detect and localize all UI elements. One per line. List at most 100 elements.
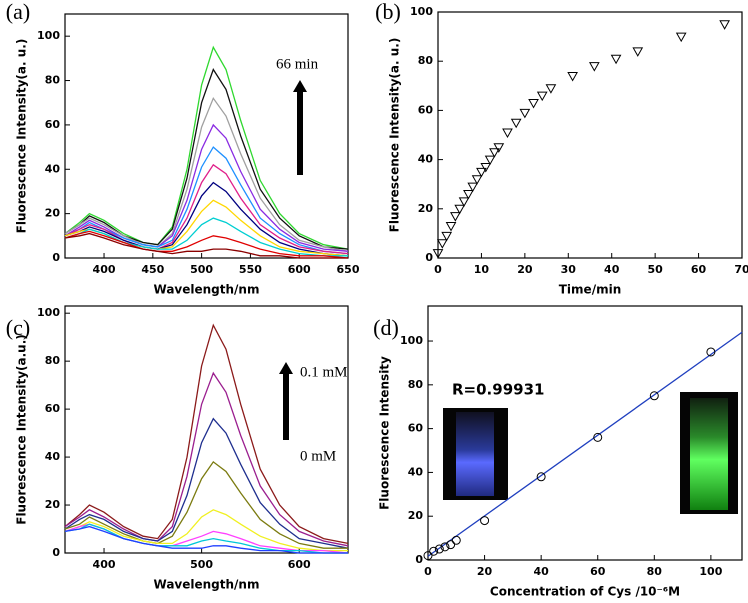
annotation: R=0.99931 bbox=[452, 381, 544, 399]
x-tick-label: 500 bbox=[190, 263, 213, 276]
marker bbox=[476, 167, 487, 178]
x-tick-label: 60 bbox=[691, 263, 707, 276]
x-tick-label: 20 bbox=[517, 263, 533, 276]
spectrum-line bbox=[64, 96, 349, 252]
plot-frame bbox=[427, 305, 743, 561]
inset-photo-green bbox=[680, 392, 738, 514]
x-tick-label: 10 bbox=[474, 263, 490, 276]
marker bbox=[451, 535, 461, 545]
marker bbox=[423, 551, 433, 561]
marker bbox=[441, 231, 453, 242]
x-axis-label: Wavelength/nm bbox=[154, 283, 260, 297]
marker bbox=[432, 249, 444, 259]
y-tick-label: 80 bbox=[45, 354, 61, 367]
y-axis-label: Fluorescence Intensity bbox=[378, 356, 392, 510]
y-axis-label: Fluorescence Intensity(a. u.) bbox=[15, 39, 29, 234]
y-tick-label: 40 bbox=[408, 465, 424, 478]
y-tick-label: 0 bbox=[415, 553, 423, 566]
x-tick-label: 80 bbox=[647, 565, 663, 578]
x-tick-label: 30 bbox=[561, 263, 577, 276]
marker bbox=[484, 155, 496, 166]
marker bbox=[489, 148, 500, 158]
panel-label: (b) bbox=[375, 0, 401, 24]
spectrum-line bbox=[64, 217, 348, 257]
y-tick-label: 100 bbox=[37, 29, 60, 42]
panel-label: (d) bbox=[373, 315, 399, 340]
x-axis-label: Wavelength/nm bbox=[154, 578, 260, 592]
marker bbox=[471, 175, 483, 185]
y-tick-label: 60 bbox=[408, 422, 424, 435]
x-axis-label: Time/min bbox=[559, 283, 621, 297]
panel: (a) 400 450 500 550 600 650 0 20 40 60 80 100 Wavelen… bbox=[6, 0, 360, 297]
plot-frame bbox=[437, 11, 743, 259]
y-tick-label: 100 bbox=[410, 5, 433, 18]
marker bbox=[706, 347, 716, 357]
x-tick-label: 0 bbox=[424, 565, 432, 578]
y-axis-label: Fluorescence Intensity(a.u.) bbox=[15, 334, 29, 525]
marker bbox=[493, 143, 505, 153]
arrow-head bbox=[293, 80, 307, 92]
y-tick-label: 0 bbox=[52, 546, 60, 559]
marker bbox=[467, 182, 479, 193]
marker bbox=[440, 542, 450, 552]
inset-photo-blue bbox=[443, 408, 508, 500]
marker bbox=[445, 222, 457, 232]
annotation: 0.1 mM bbox=[300, 364, 348, 380]
plot-frame bbox=[64, 305, 349, 554]
x-tick-label: 600 bbox=[288, 263, 311, 276]
marker bbox=[458, 197, 470, 207]
marker bbox=[436, 239, 448, 249]
x-tick-label: 600 bbox=[288, 558, 311, 571]
marker bbox=[545, 84, 557, 94]
x-tick-label: 0 bbox=[434, 263, 442, 276]
y-tick-label: 40 bbox=[45, 450, 61, 463]
marker bbox=[588, 62, 600, 72]
y-tick-label: 40 bbox=[45, 162, 61, 175]
spectrum-line bbox=[64, 163, 349, 255]
marker bbox=[510, 118, 522, 129]
x-tick-label: 60 bbox=[590, 565, 606, 578]
panel-label: (a) bbox=[6, 0, 30, 24]
marker bbox=[463, 190, 474, 200]
marker bbox=[454, 204, 466, 215]
y-tick-label: 80 bbox=[418, 54, 434, 67]
y-tick-label: 20 bbox=[45, 498, 61, 511]
marker bbox=[434, 544, 444, 554]
arrow-head bbox=[279, 362, 293, 374]
y-tick-label: 20 bbox=[45, 207, 61, 220]
y-axis-label: Fluorescence Intensity(a. u.) bbox=[388, 38, 402, 233]
spectrum-line bbox=[64, 323, 349, 545]
spectrum-line bbox=[64, 460, 348, 549]
marker bbox=[536, 91, 548, 102]
y-tick-label: 100 bbox=[400, 334, 423, 347]
x-tick-label: 550 bbox=[239, 263, 262, 276]
x-tick-label: 650 bbox=[337, 263, 360, 276]
y-tick-label: 0 bbox=[425, 251, 433, 264]
marker bbox=[536, 472, 546, 482]
marker bbox=[480, 516, 490, 526]
x-tick-label: 500 bbox=[190, 558, 213, 571]
marker bbox=[632, 47, 644, 57]
spectrum-line bbox=[64, 232, 348, 259]
marker bbox=[610, 54, 622, 65]
marker bbox=[675, 32, 687, 43]
marker bbox=[593, 432, 603, 442]
spectrum-line bbox=[64, 68, 349, 250]
panel: (d) 0 20 40 60 80 100 0 20 40 60 80 100 Concentration… bbox=[373, 305, 743, 599]
marker bbox=[719, 20, 730, 30]
marker bbox=[446, 540, 456, 550]
plot-frame bbox=[64, 13, 349, 259]
marker bbox=[528, 99, 539, 109]
marker bbox=[480, 162, 492, 173]
spectrum-line bbox=[64, 230, 349, 259]
marker bbox=[519, 108, 531, 119]
x-tick-label: 100 bbox=[699, 565, 722, 578]
marker bbox=[502, 128, 513, 139]
spectrum-line bbox=[64, 371, 349, 547]
x-tick-label: 40 bbox=[604, 263, 620, 276]
x-tick-label: 70 bbox=[734, 263, 748, 276]
x-tick-label: 450 bbox=[141, 263, 164, 276]
annotation: 66 min bbox=[276, 56, 319, 72]
y-tick-label: 20 bbox=[408, 509, 424, 522]
